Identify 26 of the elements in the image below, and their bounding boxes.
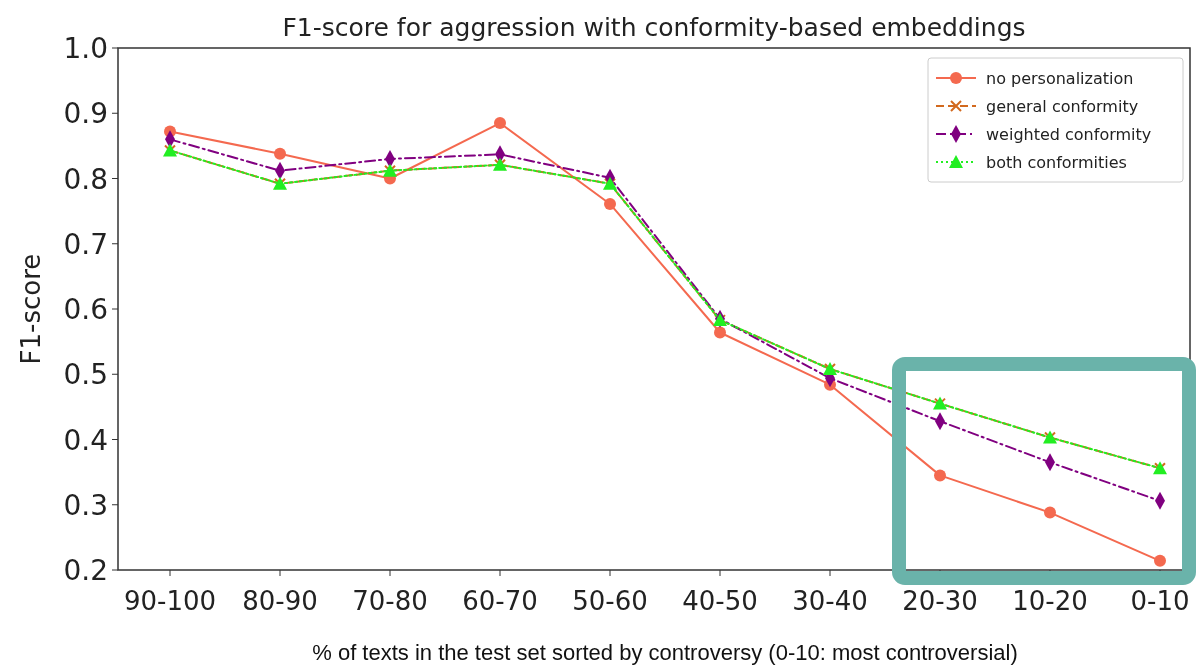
x-tick-label: 40-50 — [682, 586, 758, 616]
x-tick-label: 60-70 — [462, 586, 538, 616]
legend-label: both conformities — [986, 153, 1127, 172]
x-tick-label: 50-60 — [572, 586, 648, 616]
x-tick-label: 80-90 — [242, 586, 318, 616]
x-tick-label: 10-20 — [1012, 586, 1088, 616]
x-axis-title: % of texts in the test set sorted by controversy (0-10: most controversial) — [312, 640, 1018, 665]
y-tick-label: 0.3 — [63, 488, 108, 522]
y-tick-label: 0.6 — [63, 293, 108, 326]
x-tick-label: 20-30 — [902, 586, 978, 616]
x-tick-label: 90-100 — [123, 586, 217, 616]
y-tick-label: 0.2 — [63, 554, 108, 587]
y-tick-label: 0.5 — [63, 358, 108, 392]
y-tick-label: 0.4 — [63, 423, 108, 457]
chart-title: F1-score for aggression with conformity-based embeddings — [282, 13, 1026, 42]
y-tick-label: 0.7 — [63, 227, 108, 261]
y-axis-title: F1-score — [16, 253, 46, 365]
x-tick-label: 70-80 — [352, 586, 428, 616]
legend-label: no personalization — [986, 69, 1134, 88]
x-tick-label: 0-10 — [1130, 586, 1190, 616]
y-tick-label: 0.8 — [63, 162, 108, 196]
x-tick-label: 30-40 — [792, 586, 868, 616]
legend-label: general conformity — [986, 97, 1139, 116]
y-tick-label: 0.9 — [63, 97, 108, 131]
legend-label: weighted conformity — [986, 125, 1152, 144]
y-tick-label: 1.0 — [63, 32, 108, 65]
